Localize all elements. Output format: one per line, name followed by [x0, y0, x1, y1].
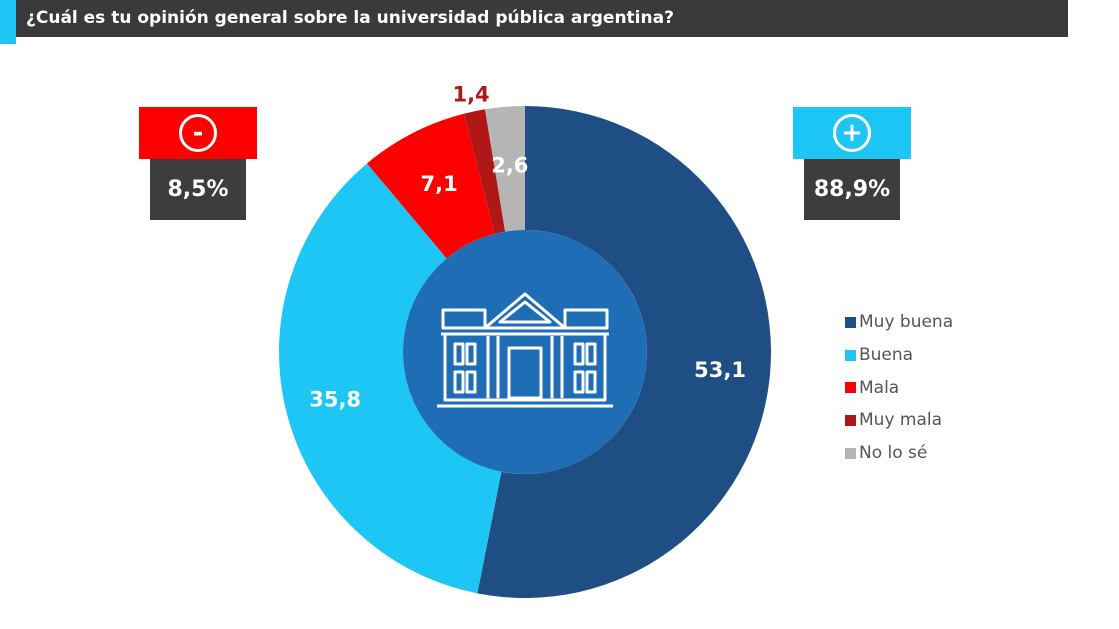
slice-muy-mala — [463, 109, 506, 234]
slice-muy-buena — [477, 105, 772, 599]
slice-buena — [279, 163, 502, 594]
negative-symbol: - — [192, 118, 204, 148]
negative-badge: - — [139, 107, 257, 159]
university-building-icon — [437, 292, 613, 408]
legend-swatch — [845, 414, 856, 426]
positive-total: 88,9% — [804, 159, 900, 220]
legend-item: Buena — [845, 339, 953, 372]
legend-label: Mala — [859, 377, 900, 398]
slice-no-lo-s- — [484, 106, 525, 232]
data-label-no-lo-s-: 2,6 — [491, 154, 528, 178]
slice-mala — [367, 113, 495, 259]
plus-circle-icon: + — [833, 114, 871, 152]
legend-label: No lo sé — [859, 443, 928, 464]
data-label-mala: 7,1 — [421, 172, 458, 196]
positive-badge: + — [793, 107, 911, 159]
legend-label: Muy buena — [859, 312, 954, 333]
legend-swatch — [845, 382, 856, 394]
positive-symbol: + — [841, 118, 863, 148]
legend-swatch — [845, 447, 856, 459]
legend: Muy buena Buena Mala Muy mala No lo sé — [845, 306, 953, 469]
data-label-buena: 35,8 — [309, 388, 361, 412]
title-accent — [0, 0, 16, 44]
data-label-muy-buena: 53,1 — [694, 358, 746, 382]
legend-swatch — [845, 349, 856, 361]
legend-item: Muy buena — [845, 306, 953, 339]
legend-label: Buena — [859, 345, 914, 366]
chart-title: ¿Cuál es tu opinión general sobre la uni… — [26, 8, 674, 28]
title-bar — [0, 0, 1068, 37]
negative-total: 8,5% — [150, 159, 246, 220]
donut-center — [403, 230, 647, 474]
legend-item: Mala — [845, 371, 953, 404]
data-label-muy-mala: 1,4 — [452, 83, 489, 107]
minus-circle-icon: - — [179, 114, 217, 152]
legend-item: Muy mala — [845, 404, 953, 437]
legend-swatch — [845, 316, 856, 328]
legend-item: No lo sé — [845, 437, 953, 470]
legend-label: Muy mala — [859, 410, 943, 431]
